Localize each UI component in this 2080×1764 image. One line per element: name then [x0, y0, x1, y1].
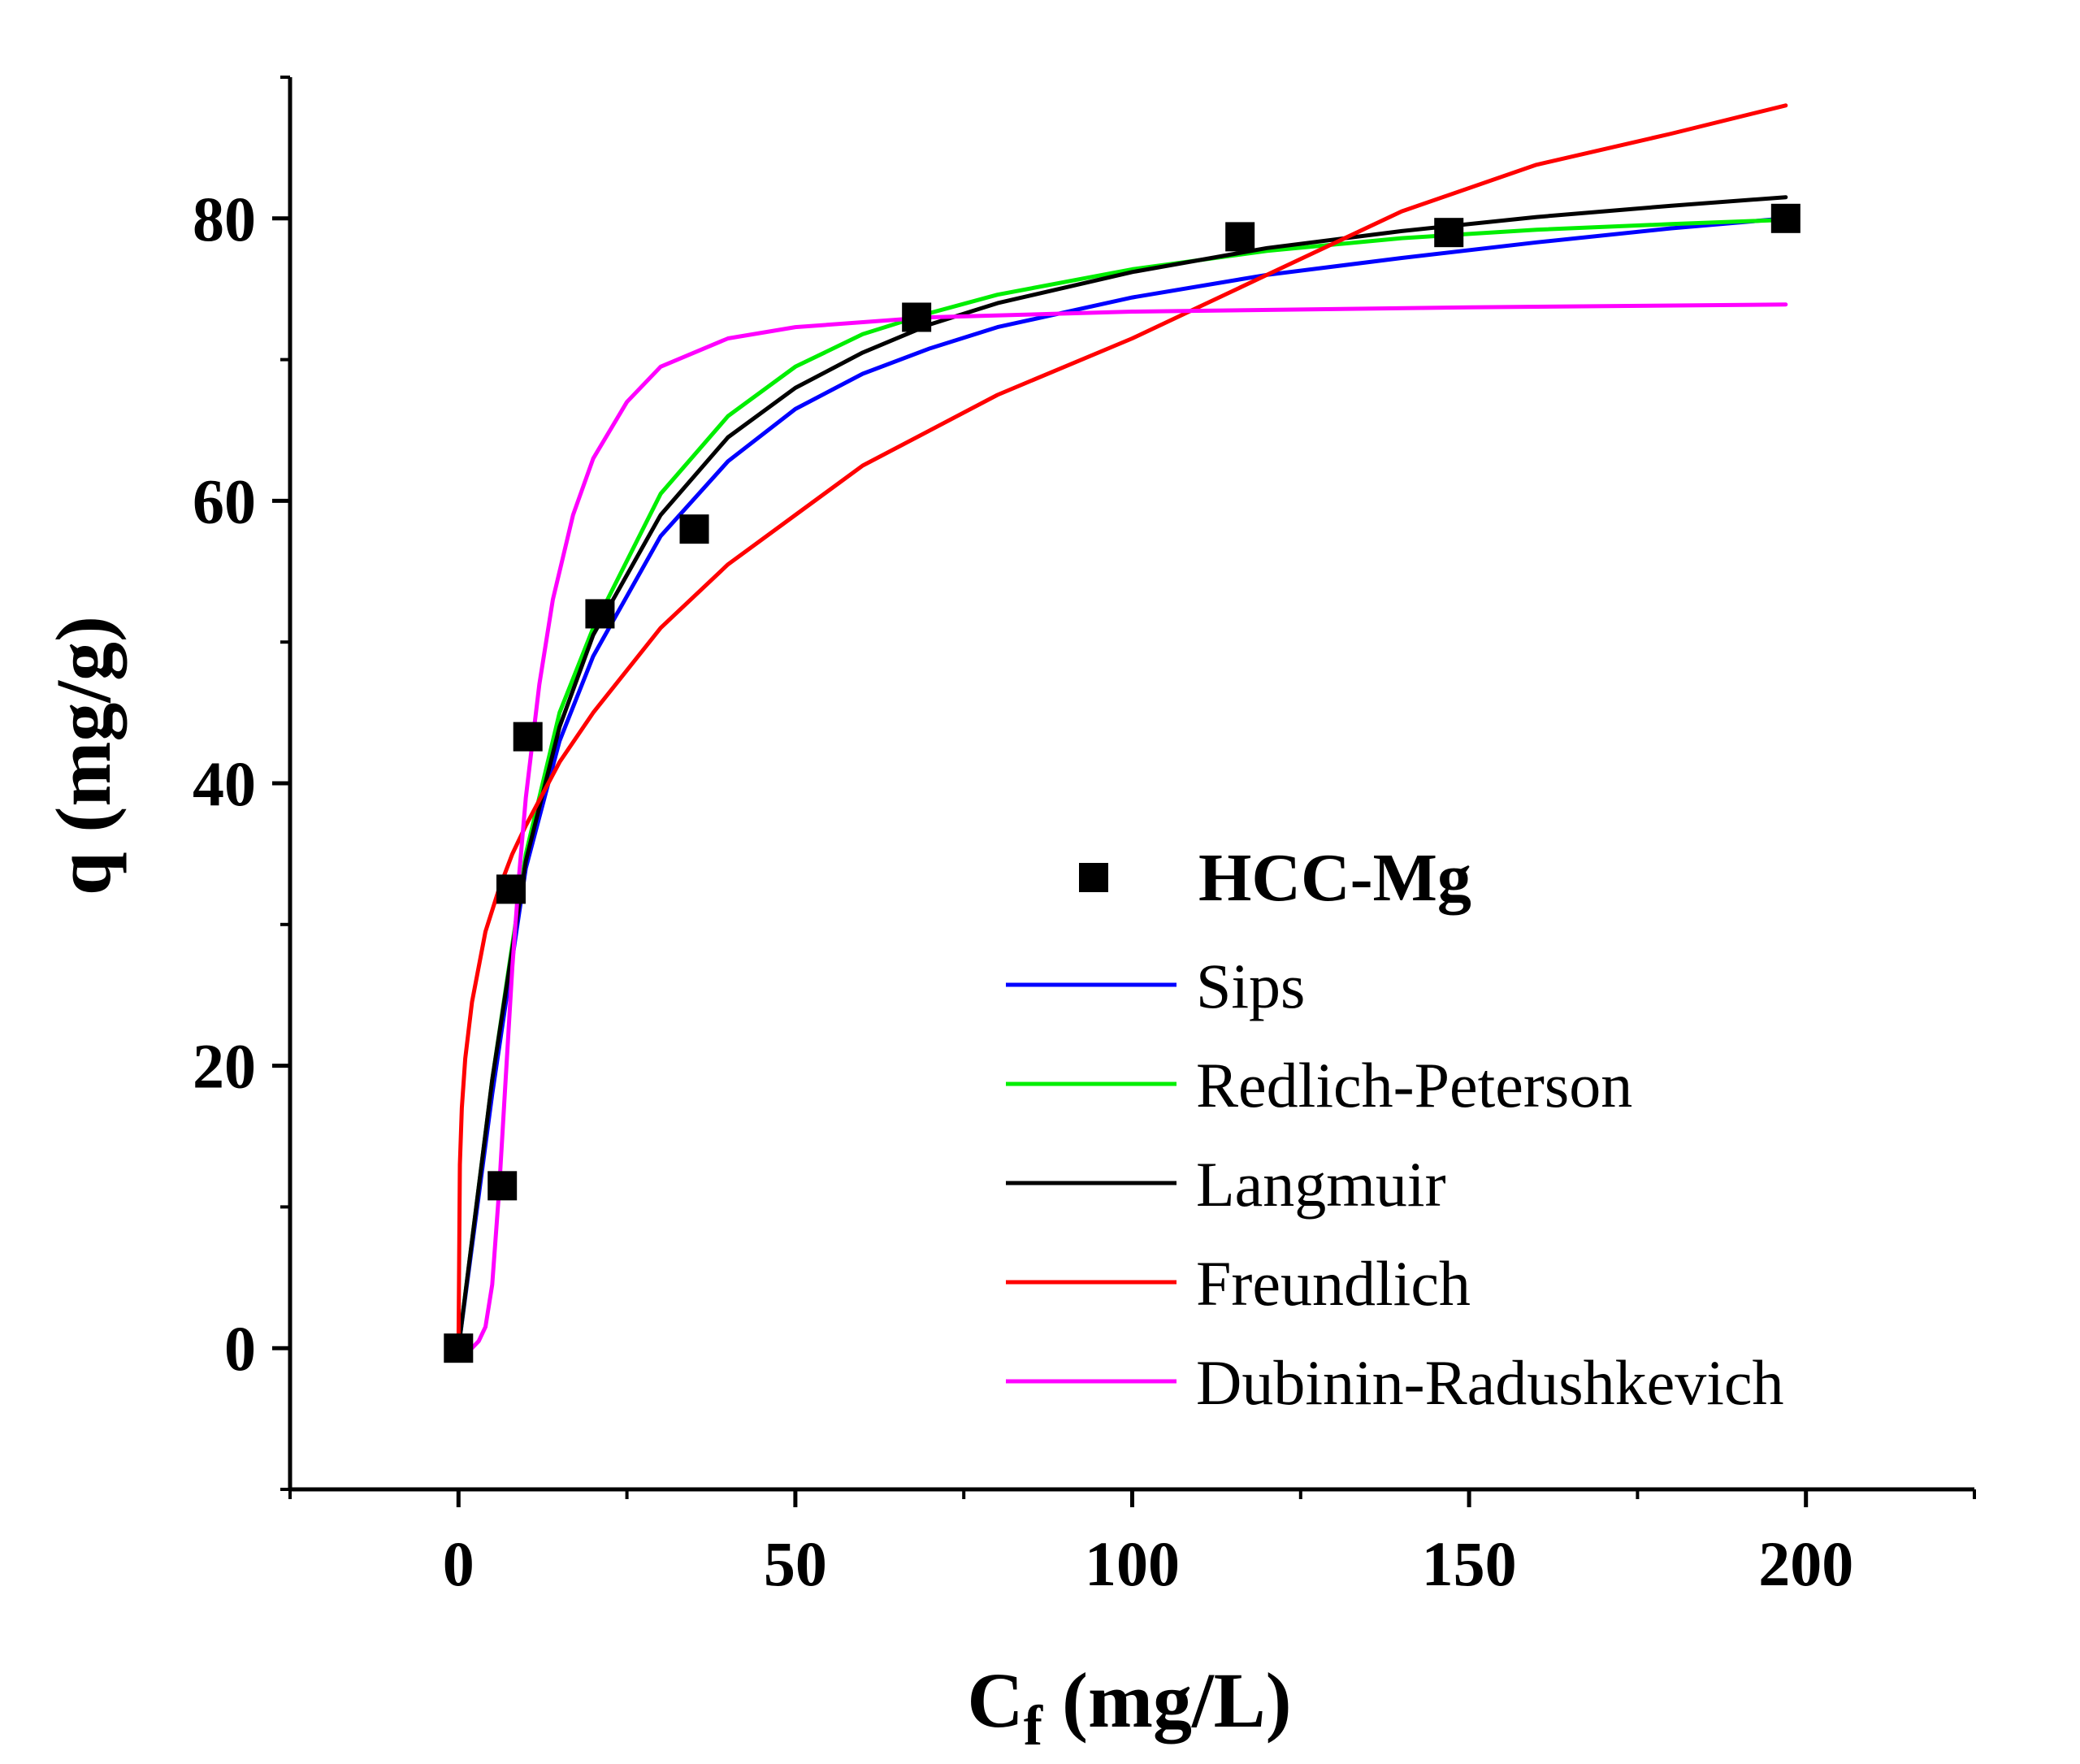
x-tick-label: 50	[764, 1528, 827, 1599]
data-point	[1434, 218, 1464, 248]
x-axis-title: Cf (mg/L)	[967, 1657, 1291, 1757]
data-point	[1770, 203, 1800, 233]
data-point	[488, 1171, 518, 1201]
data-point	[585, 599, 615, 629]
x-tick-label: 100	[1085, 1528, 1180, 1599]
data-point	[444, 1333, 474, 1363]
legend-label-redlich-peterson: Redlich-Peterson	[1196, 1050, 1632, 1120]
y-tick-label: 0	[224, 1313, 256, 1384]
data-points	[444, 203, 1800, 1363]
legend-label-dubinin-radushkevich: Dubinin-Radushkevich	[1196, 1347, 1784, 1418]
data-point	[513, 722, 543, 752]
legend-label-langmuir: Langmuir	[1196, 1149, 1446, 1220]
x-tick-label: 0	[443, 1528, 474, 1599]
series-line-sips	[456, 216, 1788, 1350]
legend-label-sips: Sips	[1196, 951, 1305, 1021]
series-line-redlich-peterson	[456, 218, 1788, 1350]
legend: HCC-Mg Sips Redlich-Peterson Langmuir Freund…	[1006, 840, 1784, 1418]
ticks: 0 50 100 150 200 0 20 40 60 80	[193, 76, 1976, 1599]
data-point	[902, 302, 932, 332]
data-point	[1225, 222, 1255, 252]
y-tick-label: 40	[193, 748, 256, 819]
y-axis-title: q (mg/g)	[40, 616, 127, 895]
x-axis-title-unit: (mg/L)	[1042, 1657, 1292, 1744]
data-point	[496, 874, 526, 904]
x-axis-title-main: C	[967, 1657, 1023, 1744]
series-layer	[456, 103, 1788, 1350]
y-tick-label: 60	[193, 466, 256, 536]
data-point	[679, 514, 709, 544]
series-line-freundlich	[456, 103, 1788, 1350]
legend-marker-hcc-mg	[1079, 863, 1108, 892]
x-axis-title-subscript: f	[1024, 1695, 1043, 1757]
legend-label-hcc-mg: HCC-Mg	[1198, 840, 1471, 916]
series-line-dubinin-radushkevich	[456, 302, 1788, 1350]
legend-label-freundlich: Freundlich	[1196, 1248, 1471, 1319]
y-tick-label: 80	[193, 184, 256, 254]
x-tick-label: 150	[1422, 1528, 1517, 1599]
x-tick-label: 200	[1758, 1528, 1853, 1599]
y-tick-label: 20	[193, 1031, 256, 1102]
